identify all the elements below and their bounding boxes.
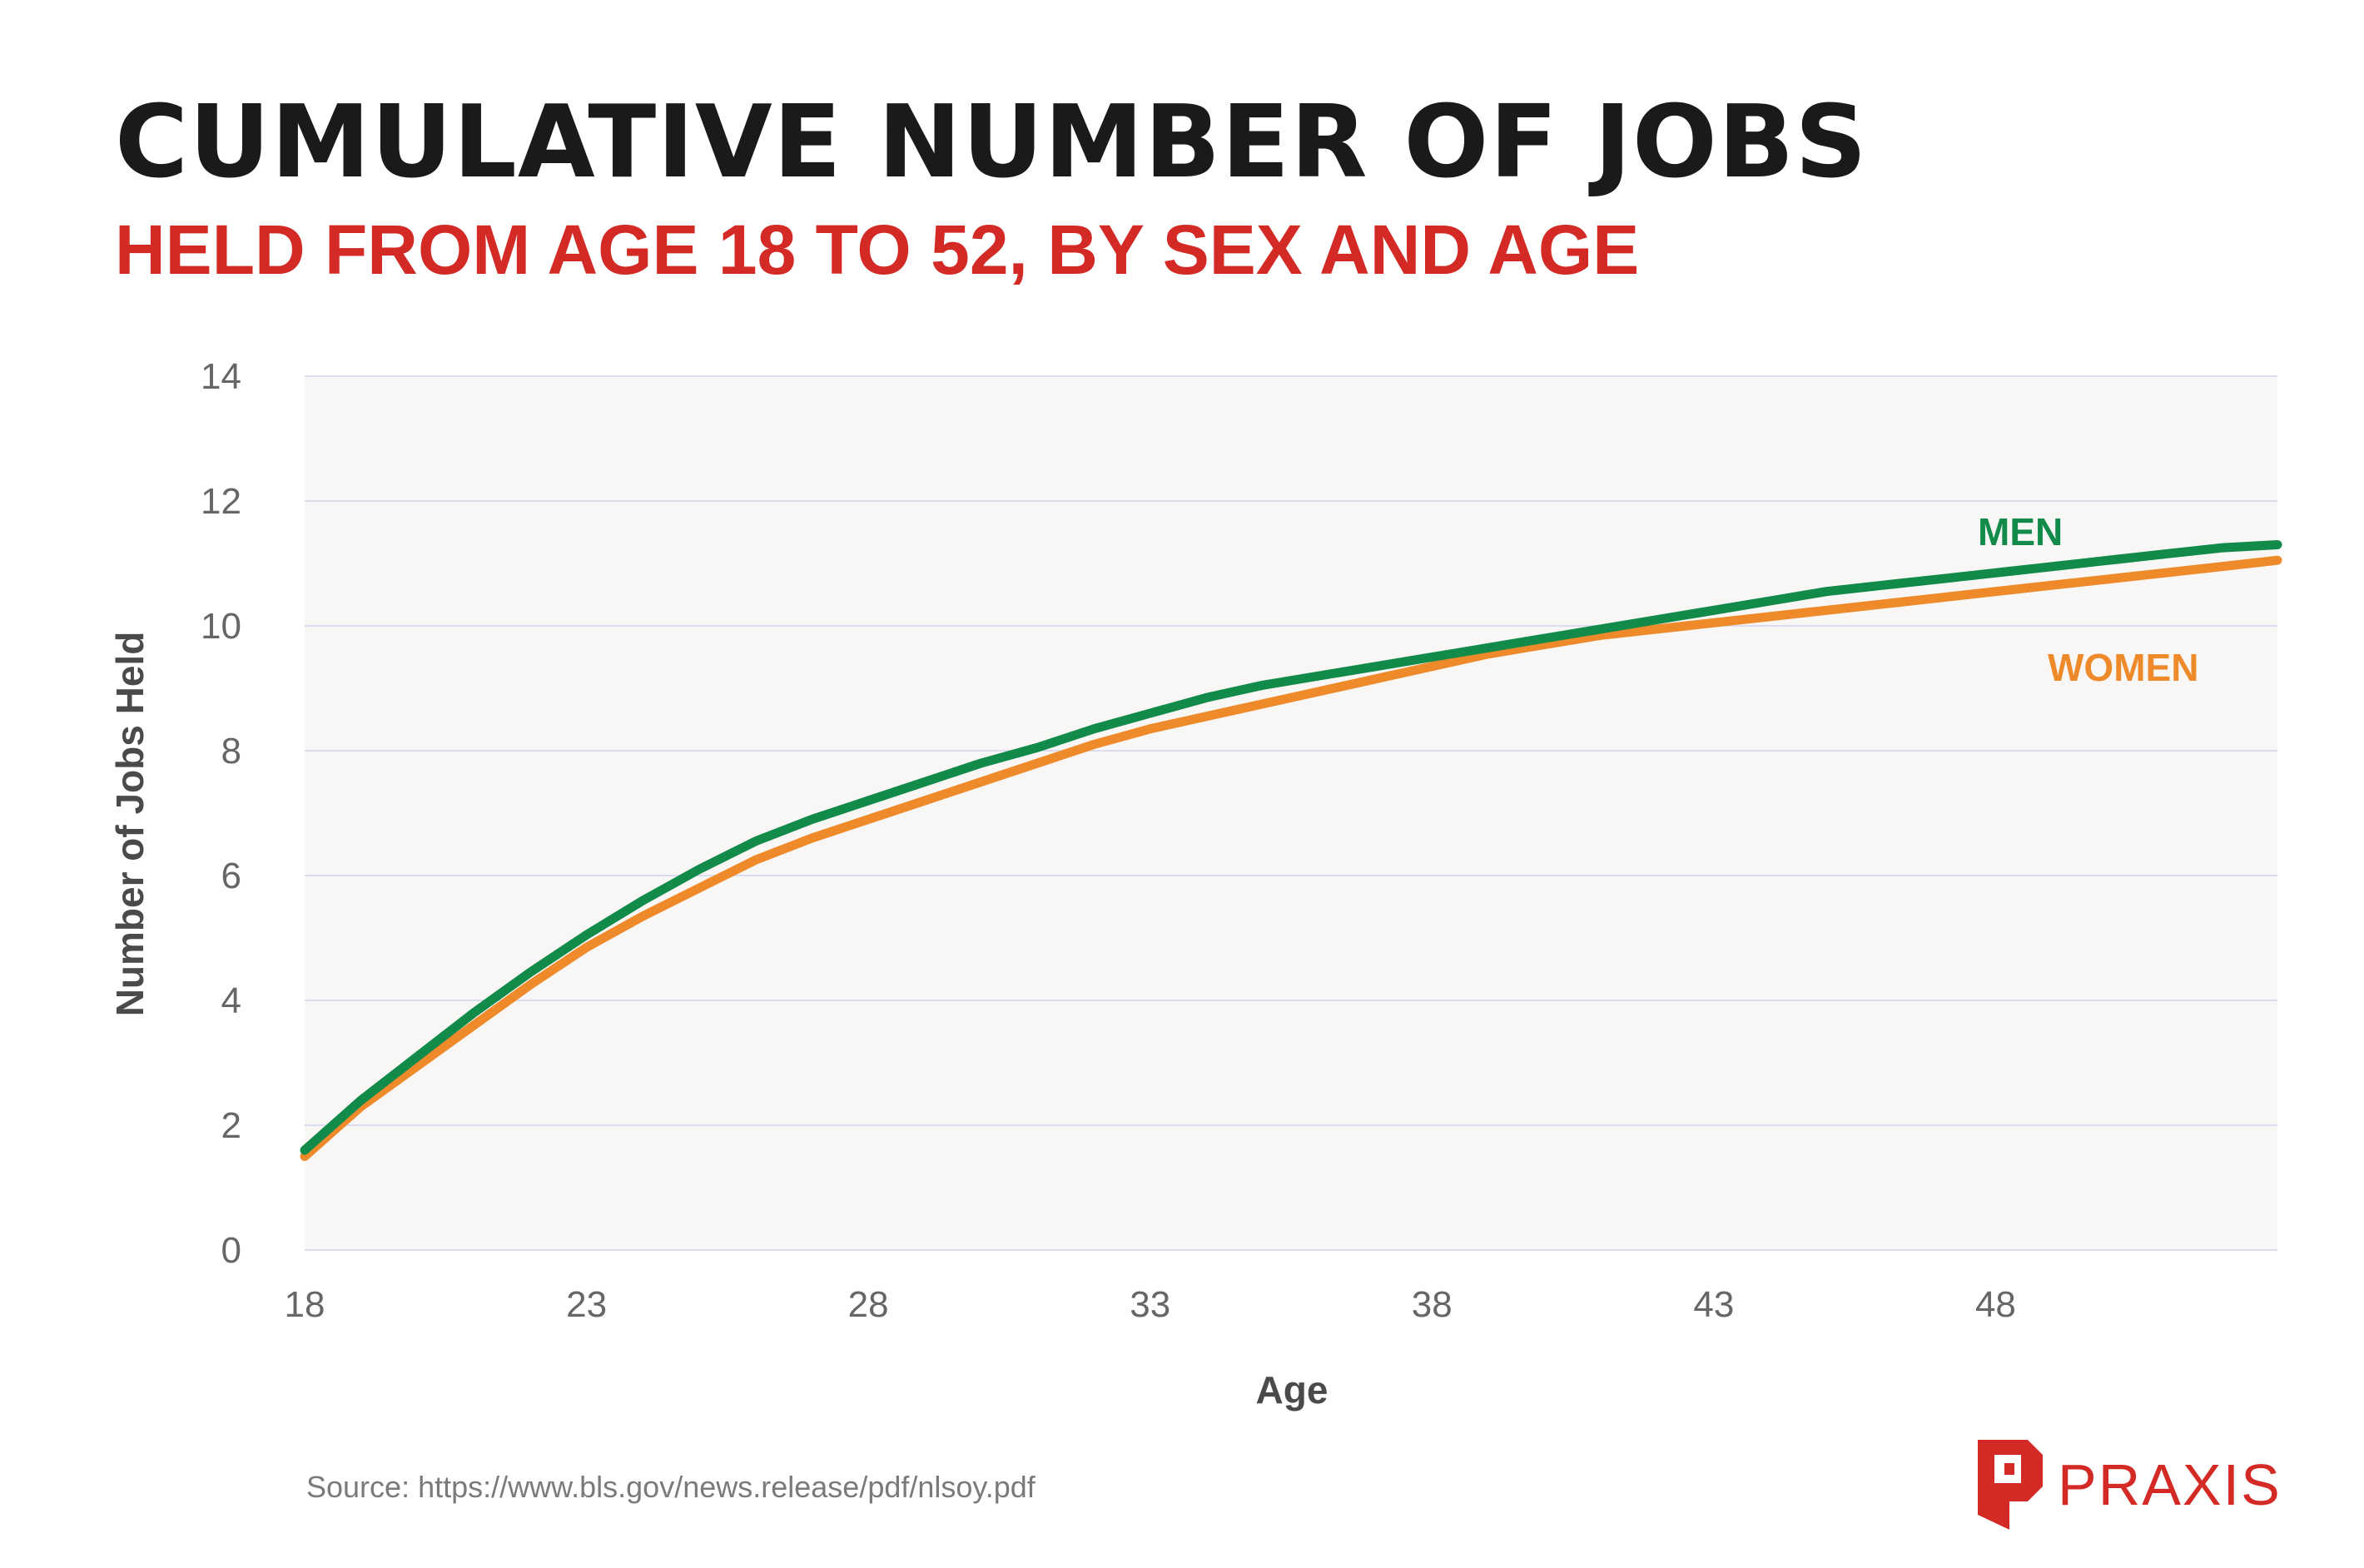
x-tick-label: 23 (566, 1284, 607, 1325)
x-axis-ticks: 18 23 28 33 38 43 48 (285, 1284, 2016, 1325)
series-line-men (300, 540, 2282, 1155)
y-axis-label: Number of Jobs Held (108, 632, 151, 1017)
x-tick-label: 18 (285, 1284, 325, 1325)
series-line-women (300, 555, 2282, 1161)
x-tick-label: 38 (1412, 1284, 1453, 1325)
series-lines (300, 540, 2282, 1161)
brand-name: PRAXIS (2058, 1452, 2282, 1517)
y-tick-label: 12 (201, 481, 241, 522)
y-tick-label: 2 (221, 1105, 241, 1146)
gridlines (305, 375, 2277, 1251)
y-tick-label: 14 (201, 356, 241, 397)
chart-title: CUMULATIVE NUMBER OF JOBS (115, 85, 1868, 201)
series-label-women: WOMEN (2048, 646, 2198, 689)
series-label-men: MEN (1978, 510, 2063, 553)
x-tick-label: 28 (848, 1284, 889, 1325)
x-tick-label: 43 (1693, 1284, 1734, 1325)
x-axis-label: Age (1256, 1368, 1329, 1412)
source-note: Source: https://www.bls.gov/news.release… (306, 1470, 1035, 1504)
y-tick-label: 8 (221, 731, 241, 772)
y-tick-label: 4 (221, 980, 241, 1021)
y-tick-label: 10 (201, 606, 241, 647)
plot-area (305, 376, 2277, 1250)
x-tick-label: 33 (1130, 1284, 1170, 1325)
y-tick-label: 6 (221, 856, 241, 896)
chart-subtitle: HELD FROM AGE 18 TO 52, BY SEX AND AGE (115, 211, 1640, 289)
y-axis-ticks: 0 2 4 6 8 10 12 14 (201, 356, 241, 1271)
brand-logo: PRAXIS (1978, 1440, 2282, 1530)
y-tick-label: 0 (221, 1230, 241, 1271)
x-tick-label: 48 (1975, 1284, 2016, 1325)
praxis-logo-icon (1978, 1440, 2043, 1530)
